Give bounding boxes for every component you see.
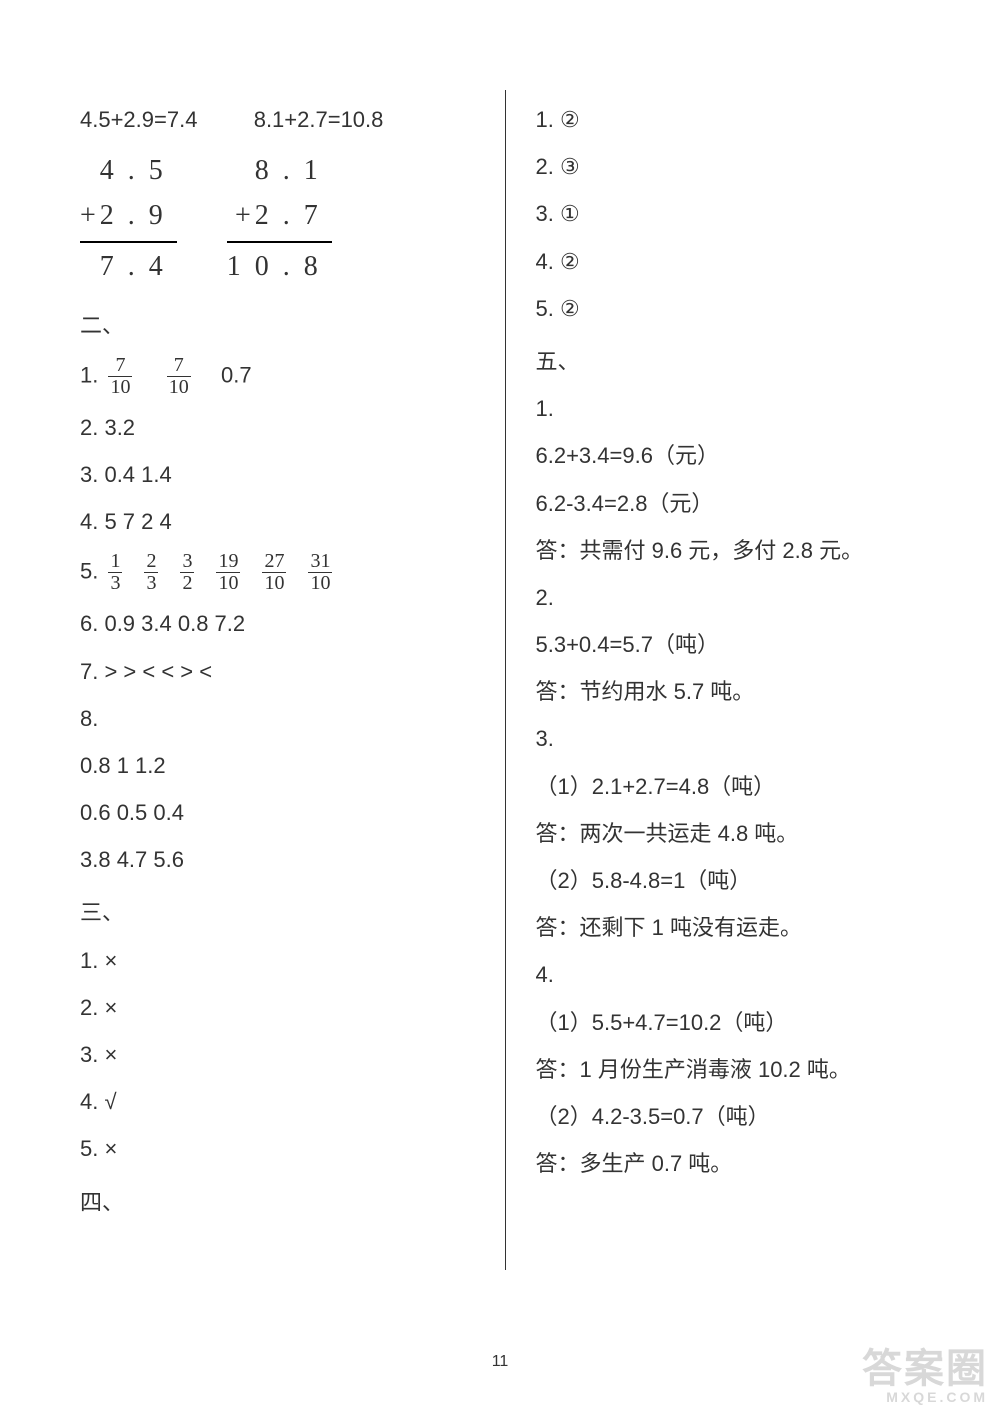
sec5-p2-answer: 答：节约用水 5.7 吨。 — [536, 674, 931, 709]
sec5-p4-part2-answer: 答：多生产 0.7 吨。 — [536, 1146, 931, 1181]
sec2-q8-row1: 0.8 1 1.2 — [80, 748, 475, 783]
sec4-q4: 4. ② — [536, 244, 931, 279]
sec5-p1-answer: 答：共需付 9.6 元，多付 2.8 元。 — [536, 533, 931, 568]
sec2-q4: 4. 5 7 2 4 — [80, 504, 475, 539]
watermark-small: MXQE.COM — [862, 1390, 988, 1405]
sec5-p3-part1-answer: 答：两次一共运走 4.8 吨。 — [536, 816, 931, 851]
sec2-q1: 1. 7 10 7 10 0.7 — [80, 355, 475, 398]
watermark: 答案圈 MXQE.COM — [862, 1348, 988, 1405]
sec5-p2-eq1: 5.3+0.4=5.7（吨） — [536, 627, 931, 662]
sec3-q2: 2. × — [80, 990, 475, 1025]
sec2-q6: 6. 0.9 3.4 0.8 7.2 — [80, 606, 475, 641]
sec5-p4-part1-answer: 答：1 月份生产消毒液 10.2 吨。 — [536, 1052, 931, 1087]
calc1-sum: 7.4 — [80, 241, 177, 290]
sec4-q3: 3. ① — [536, 196, 931, 231]
two-column-layout: 4.5+2.9=7.4 8.1+2.7=10.8 4.5 +2.9 7.4 8.… — [80, 90, 930, 1270]
sec3-q1: 1. × — [80, 943, 475, 978]
section-5-heading: 五、 — [536, 344, 931, 379]
sec2-q8-row3: 3.8 4.7 5.6 — [80, 842, 475, 877]
sec3-q3: 3. × — [80, 1037, 475, 1072]
calc2-sum: 10.8 — [227, 241, 332, 290]
vertical-calc-1: 4.5 +2.9 7.4 — [80, 149, 177, 289]
sec5-p3-label: 3. — [536, 721, 931, 756]
sec2-q8-row2: 0.6 0.5 0.4 — [80, 795, 475, 830]
page: 4.5+2.9=7.4 8.1+2.7=10.8 4.5 +2.9 7.4 8.… — [0, 0, 1000, 1413]
left-column: 4.5+2.9=7.4 8.1+2.7=10.8 4.5 +2.9 7.4 8.… — [80, 90, 505, 1270]
calc2-row2: +2.7 — [227, 194, 332, 239]
sec2-q5: 5. 13 23 32 1910 2710 3110 — [80, 551, 475, 594]
sec2-q2: 2. 3.2 — [80, 410, 475, 445]
equation-2: 8.1+2.7=10.8 — [254, 107, 384, 132]
fraction: 1910 — [216, 551, 240, 594]
sec4-q2: 2. ③ — [536, 149, 931, 184]
section-2-heading: 二、 — [80, 308, 475, 343]
sec5-p2-label: 2. — [536, 580, 931, 615]
q5-prefix: 5. — [80, 559, 104, 584]
calc1-row1: 4.5 — [80, 149, 177, 194]
fraction: 23 — [144, 551, 158, 594]
sec4-q1: 1. ② — [536, 102, 931, 137]
fraction: 3110 — [308, 551, 332, 594]
right-column: 1. ② 2. ③ 3. ① 4. ② 5. ② 五、 1. 6.2+3.4=9… — [506, 90, 931, 1270]
fraction: 32 — [180, 551, 194, 594]
sec3-q5: 5. × — [80, 1131, 475, 1166]
sec5-p3-part2: （2）5.8-4.8=1（吨） — [536, 863, 931, 898]
fraction: 7 10 — [167, 355, 191, 398]
sec5-p1-eq1: 6.2+3.4=9.6（元） — [536, 438, 931, 473]
sec2-q8-label: 8. — [80, 701, 475, 736]
sec5-p3-part2-answer: 答：还剩下 1 吨没有运走。 — [536, 910, 931, 945]
calc2-row1: 8.1 — [227, 149, 332, 194]
fraction: 2710 — [262, 551, 286, 594]
sec3-q4: 4. √ — [80, 1084, 475, 1119]
vertical-calculations: 4.5 +2.9 7.4 8.1 +2.7 10.8 — [80, 149, 475, 289]
q1-tail: 0.7 — [221, 362, 252, 387]
fraction: 13 — [108, 551, 122, 594]
page-number: 11 — [492, 1353, 509, 1371]
sec5-p1-eq2: 6.2-3.4=2.8（元） — [536, 486, 931, 521]
sec5-p4-label: 4. — [536, 957, 931, 992]
section-4-heading: 四、 — [80, 1185, 475, 1220]
sec4-q5: 5. ② — [536, 291, 931, 326]
sec2-q3: 3. 0.4 1.4 — [80, 457, 475, 492]
sec5-p4-part1: （1）5.5+4.7=10.2（吨） — [536, 1005, 931, 1040]
fraction: 7 10 — [108, 355, 132, 398]
equation-1: 4.5+2.9=7.4 — [80, 107, 197, 132]
sec5-p1-label: 1. — [536, 391, 931, 426]
top-equations: 4.5+2.9=7.4 8.1+2.7=10.8 — [80, 102, 475, 137]
sec5-p4-part2: （2）4.2-3.5=0.7（吨） — [536, 1099, 931, 1134]
sec5-p3-part1: （1）2.1+2.7=4.8（吨） — [536, 769, 931, 804]
q1-prefix: 1. — [80, 362, 104, 387]
section-3-heading: 三、 — [80, 895, 475, 930]
calc1-row2: +2.9 — [80, 194, 177, 239]
watermark-big: 答案圈 — [862, 1348, 988, 1390]
vertical-calc-2: 8.1 +2.7 10.8 — [227, 149, 332, 289]
sec2-q7: 7. > > < < > < — [80, 654, 475, 689]
